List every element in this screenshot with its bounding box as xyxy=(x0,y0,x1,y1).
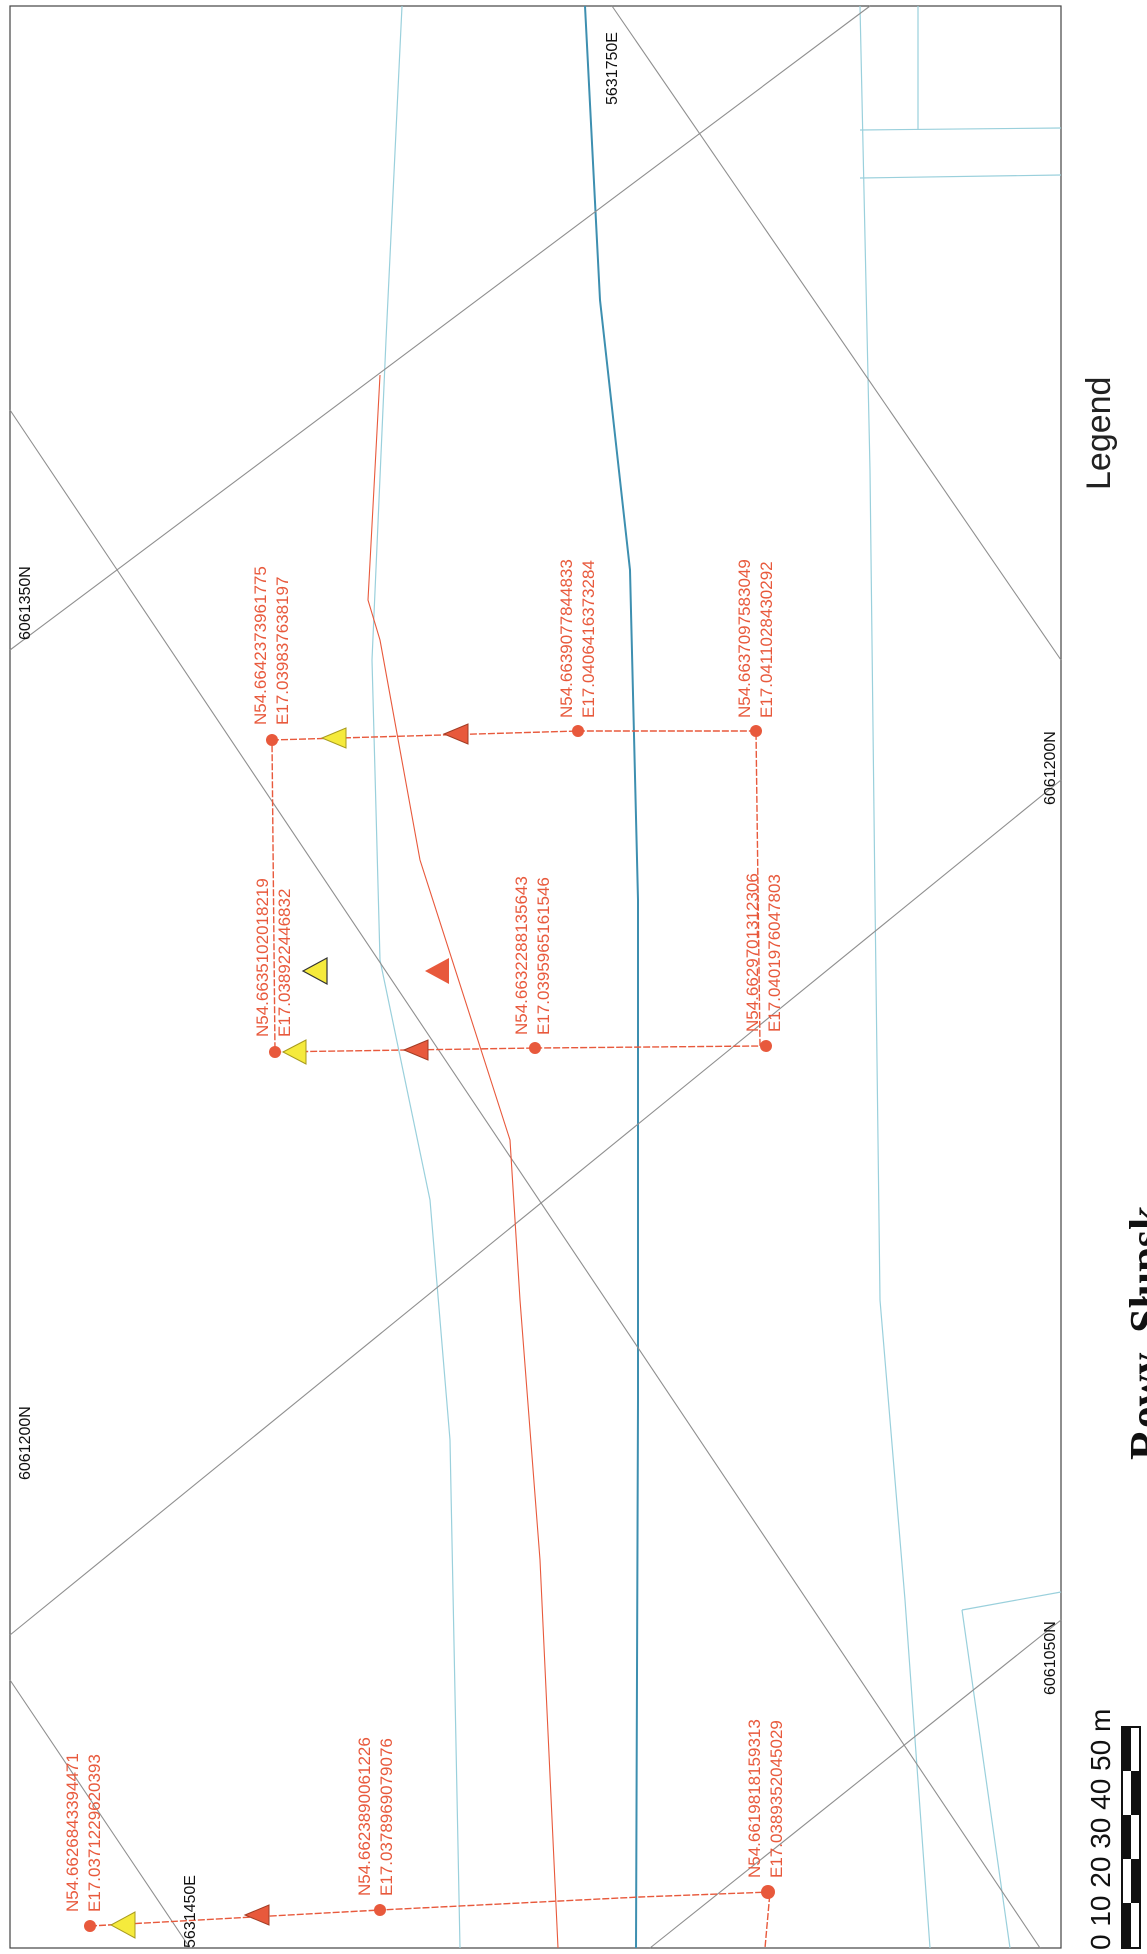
survey-point[interactable] xyxy=(750,725,762,737)
point-label: N54.6629701312306 E17.0401976047803 xyxy=(743,873,784,1032)
grid-label: 6061050N xyxy=(1042,1621,1059,1695)
svg-text:E17.0389352045029: E17.0389352045029 xyxy=(767,1720,786,1878)
svg-text:N54.6637097583049: N54.6637097583049 xyxy=(735,559,754,718)
road-line xyxy=(859,174,1062,179)
point-label: N54.6619818159313 E17.0389352045029 xyxy=(745,1719,786,1878)
survey-point[interactable] xyxy=(761,1885,775,1899)
point-label: N54.6626843394471 E17.0371229620393 xyxy=(63,1753,104,1912)
svg-text:N54.6619818159313: N54.6619818159313 xyxy=(745,1719,764,1878)
grid-label: 5631750E xyxy=(604,32,621,105)
grid-label: 5631450E xyxy=(182,1875,199,1948)
yellow-triangle-icon xyxy=(109,1911,136,1939)
yellow-triangle-icon xyxy=(301,956,328,986)
svg-text:E17.0378969079076: E17.0378969079076 xyxy=(377,1738,396,1896)
grid-label: 6061350N xyxy=(17,566,34,640)
road-line xyxy=(961,1591,1062,1611)
red-triangle-icon xyxy=(243,1904,270,1926)
grid-line xyxy=(611,5,1062,661)
legend-title: Legend xyxy=(1080,377,1118,490)
svg-text:N54.6629701312306: N54.6629701312306 xyxy=(743,873,762,1032)
map-frame xyxy=(9,5,1062,1949)
grid-line xyxy=(9,779,1062,1636)
svg-text:E17.0371229620393: E17.0371229620393 xyxy=(85,1754,104,1912)
svg-text:N54.6639077844833: N54.6639077844833 xyxy=(557,559,576,718)
place-title: Rowy, Słupsk xyxy=(1121,1205,1147,1460)
road-line xyxy=(961,1609,1011,1949)
survey-point[interactable] xyxy=(269,1046,281,1058)
road-line xyxy=(859,5,931,1949)
svg-text:E17.0406416373284: E17.0406416373284 xyxy=(579,560,598,718)
red-triangle-icon xyxy=(442,723,469,745)
point-label: N54.6642373961775 E17.039837638197 xyxy=(251,566,292,725)
grid-line xyxy=(9,5,871,651)
survey-route xyxy=(89,1891,771,1949)
svg-text:E17.039837638197: E17.039837638197 xyxy=(273,577,292,725)
main-road xyxy=(584,5,639,1949)
survey-point[interactable] xyxy=(760,1040,772,1052)
svg-text:E17.0401976047803: E17.0401976047803 xyxy=(765,874,784,1032)
svg-text:N54.6632288135643: N54.6632288135643 xyxy=(512,876,531,1035)
point-label: N54.6637097583049 E17.0411028430292 xyxy=(735,559,776,718)
scale-bar xyxy=(1121,1726,1141,1949)
svg-text:N54.6635102018219: N54.6635102018219 xyxy=(253,878,272,1037)
survey-point[interactable] xyxy=(374,1904,386,1916)
road-line xyxy=(859,127,1062,131)
red-triangle-icon xyxy=(425,958,449,984)
grid-line xyxy=(649,1619,1062,1949)
svg-text:N54.6626843394471: N54.6626843394471 xyxy=(63,1753,82,1912)
svg-text:E17.038922446832: E17.038922446832 xyxy=(275,889,294,1037)
svg-text:N54.6623890061226: N54.6623890061226 xyxy=(355,1737,374,1896)
svg-text:N54.6642373961775: N54.6642373961775 xyxy=(251,566,270,725)
grid-line xyxy=(9,409,1041,1949)
survey-point[interactable] xyxy=(572,725,584,737)
grid-label: 6061200N xyxy=(17,1406,34,1480)
svg-text:E17.0395965161546: E17.0395965161546 xyxy=(534,877,553,1035)
survey-point[interactable] xyxy=(266,734,278,746)
yellow-triangle-icon xyxy=(320,727,347,749)
survey-point[interactable] xyxy=(529,1042,541,1054)
road-line xyxy=(371,5,461,1949)
survey-point[interactable] xyxy=(84,1920,96,1932)
point-label: N54.6623890061226 E17.0378969079076 xyxy=(355,1737,396,1896)
red-triangle-icon xyxy=(402,1039,429,1061)
yellow-triangle-icon xyxy=(281,1039,307,1065)
scale-label: 0 10 20 30 40 50 m xyxy=(1085,1709,1116,1950)
point-label: N54.6635102018219 E17.038922446832 xyxy=(253,878,294,1037)
point-label: N54.6632288135643 E17.0395965161546 xyxy=(512,876,553,1035)
boundary-line xyxy=(367,374,559,1949)
point-label: N54.6639077844833 E17.0406416373284 xyxy=(557,559,598,718)
grid-line xyxy=(9,1679,191,1949)
grid-label: 6061200N xyxy=(1042,731,1059,805)
svg-text:E17.0411028430292: E17.0411028430292 xyxy=(757,561,776,718)
